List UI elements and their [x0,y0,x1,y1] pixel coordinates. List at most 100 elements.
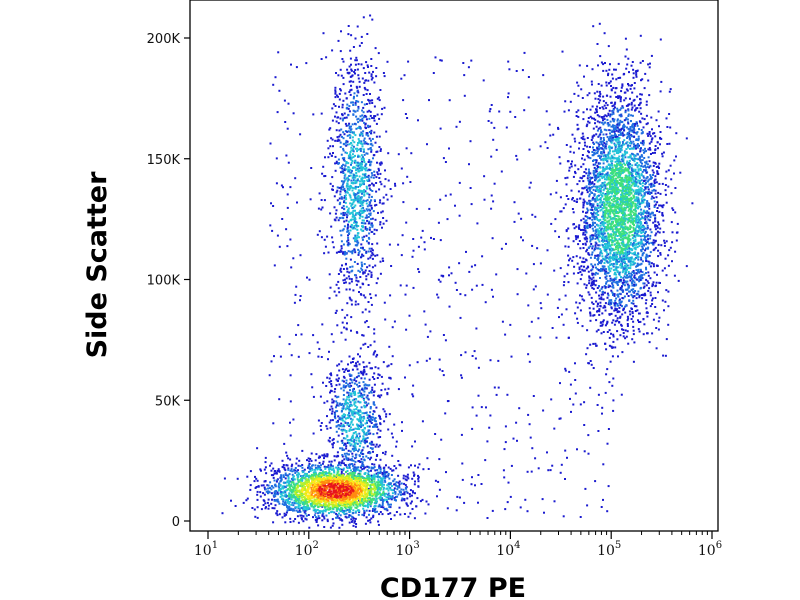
event-dot [642,175,645,178]
event-dot [612,294,614,296]
event-dot [589,238,592,241]
event-dot [618,298,621,301]
event-dot [354,59,357,62]
event-dot [583,141,586,144]
event-dot [592,188,595,191]
event-dot [644,179,647,182]
event-dot [343,116,346,119]
event-dot [386,392,389,394]
event-dot [342,389,345,392]
event-dot [531,213,534,216]
event-dot [336,324,339,327]
event-dot [283,501,286,504]
event-dot [609,95,612,98]
event-dot [368,497,371,499]
event-dot [368,480,371,483]
event-dot [339,88,342,91]
event-dot [316,518,318,521]
event-dot [556,306,559,309]
event-dot [649,164,652,167]
event-dot [378,513,381,516]
event-dot [323,199,326,202]
event-dot [342,469,345,472]
event-dot [567,237,570,240]
event-dot [648,242,650,245]
event-dot [612,104,615,107]
event-dot [582,233,585,236]
event-dot [589,208,592,211]
event-dot [338,197,341,200]
event-dot [280,184,283,187]
event-dot [638,294,641,297]
event-dot [334,395,337,398]
event-dot [655,232,658,235]
event-dot [331,468,333,471]
event-dot [394,491,397,493]
event-dot [527,304,530,307]
event-dot [347,383,350,386]
event-dot [641,78,644,81]
event-dot [385,415,388,418]
event-dot [302,501,305,504]
event-dot [294,177,297,180]
event-dot [508,68,511,71]
event-dot [371,174,374,177]
event-dot [594,118,597,121]
event-dot [329,419,332,422]
event-dot [439,280,442,283]
event-dot [397,153,400,156]
event-dot [264,461,267,464]
event-dot [568,259,570,262]
event-dot [653,189,655,192]
event-dot [622,126,625,129]
event-dot [661,152,664,155]
event-dot [356,94,359,97]
event-dot [382,491,385,493]
event-dot [311,464,314,467]
event-dot [627,342,630,345]
event-dot [370,469,372,472]
event-dot [423,248,426,251]
event-dot [570,189,573,192]
event-dot [290,493,293,496]
event-dot [587,179,590,182]
event-dot [541,498,544,501]
event-dot [574,392,577,395]
event-dot [613,273,616,276]
event-dot [411,393,414,396]
event-dot [645,266,647,269]
event-dot [631,263,634,266]
event-dot [308,463,311,465]
event-dot [596,199,599,202]
event-dot [635,139,638,141]
event-dot [378,99,381,102]
event-dot [350,361,352,364]
event-dot [553,269,556,272]
event-dot [364,522,367,525]
event-dot [386,475,389,478]
event-dot [380,113,383,116]
event-dot [665,274,668,277]
event-dot [379,260,382,263]
event-dot [646,235,649,238]
event-dot [594,225,597,228]
event-dot [402,201,405,204]
event-dot [597,269,600,272]
event-dot [595,197,598,200]
event-dot [651,285,654,288]
event-dot [281,486,284,489]
event-dot [353,161,356,164]
event-dot [554,230,557,233]
event-dot [260,469,262,472]
event-dot [325,508,327,511]
event-dot [399,513,402,516]
event-dot [608,268,611,271]
event-dot [595,177,598,180]
event-dot [370,254,373,257]
event-dot [372,433,375,436]
event-dot [418,463,421,466]
event-dot [371,376,374,379]
event-dot [326,508,329,511]
event-dot [264,488,267,491]
event-dot [643,273,646,276]
